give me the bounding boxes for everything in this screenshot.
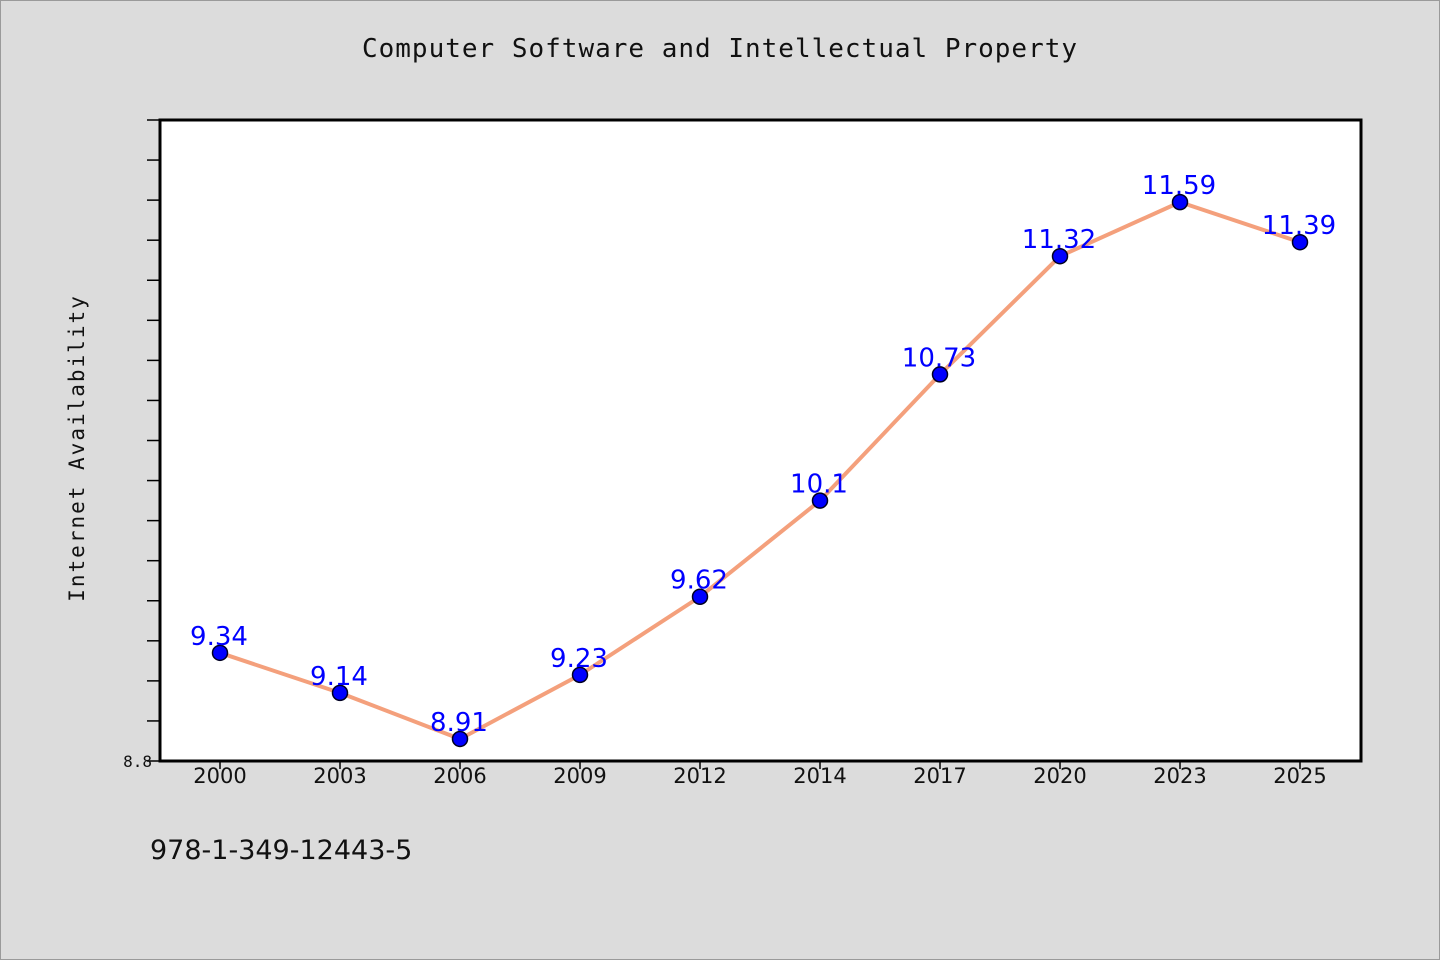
x-tick-label: 2023 [1153,764,1206,788]
data-label: 10.1 [790,470,848,500]
data-point [1051,247,1069,265]
data-label: 9.23 [550,644,608,674]
data-label: 9.14 [310,662,368,692]
x-tick-label: 2003 [313,764,366,788]
data-label: 8.91 [430,708,488,738]
data-label: 10.73 [902,343,976,373]
x-tick-label: 2009 [553,764,606,788]
x-tick-label: 2014 [793,764,846,788]
x-tick-label: 2012 [673,764,726,788]
data-point [1291,233,1309,251]
data-point [1171,193,1189,211]
x-axis-ticks: 2000 2003 2006 2009 2012 2014 2017 2020 2023 2025 [193,761,1327,788]
data-label: 9.34 [190,622,248,652]
x-tick-label: 2017 [913,764,966,788]
data-label: 9.62 [670,566,728,596]
data-label: 11.59 [1142,171,1216,201]
plot-area [158,118,1363,763]
isbn-annotation: 978-1-349-12443-5 [150,835,413,866]
data-point [211,644,229,662]
data-markers [211,193,1309,748]
data-point [571,666,589,684]
x-tick-label: 2000 [193,764,246,788]
y-tick-label-min: 8.8 [123,752,152,771]
x-tick-label: 2006 [433,764,486,788]
data-point [451,730,469,748]
y-axis-ticks: 8.8 [123,119,160,771]
data-point [331,684,349,702]
data-point [931,366,949,383]
chart-title: Computer Software and Intellectual Prope… [361,34,1079,64]
data-label: 11.32 [1022,225,1096,255]
data-point [811,492,829,509]
x-tick-label: 2020 [1033,764,1086,788]
series-line [218,200,1302,741]
data-point [691,588,709,605]
data-labels: 9.34 9.14 8.91 9.23 9.62 10.1 10.73 11.32 11.59 1… [190,171,1336,738]
x-tick-label: 2025 [1273,764,1326,788]
data-label: 11.39 [1262,211,1336,241]
